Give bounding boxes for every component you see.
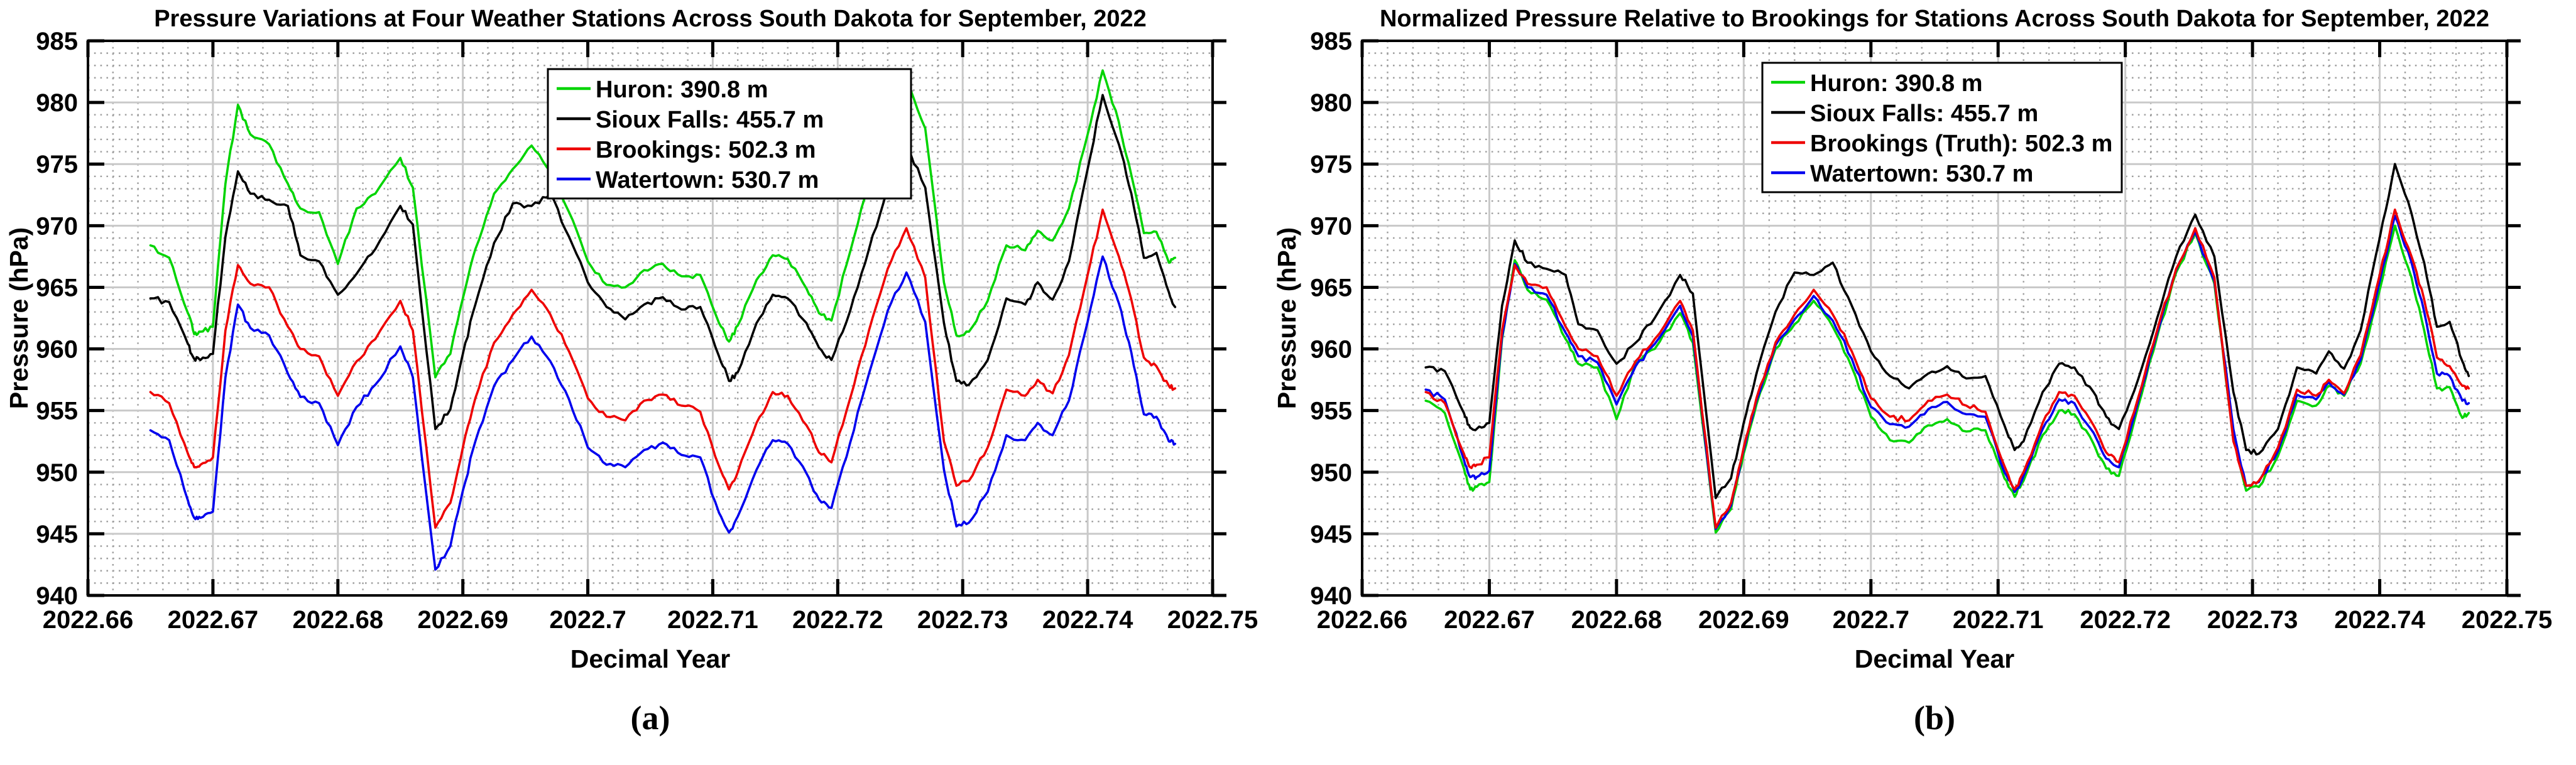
y-axis-label-b: Pressure (hPa) — [1272, 227, 1301, 409]
plot-border — [87, 40, 1214, 597]
series-line-huron — [149, 69, 1177, 379]
svg-text:2022.66: 2022.66 — [43, 606, 134, 634]
svg-text:2022.72: 2022.72 — [2080, 606, 2171, 634]
svg-text:955: 955 — [1310, 398, 1352, 425]
minor-gridlines — [88, 41, 1213, 595]
svg-text:945: 945 — [1310, 521, 1352, 548]
legend-label-brookings: Brookings (Truth): 502.3 m — [1810, 131, 2112, 157]
chart-title-b: Normalized Pressure Relative to Brooking… — [1380, 6, 2489, 32]
svg-text:940: 940 — [36, 582, 78, 610]
svg-text:950: 950 — [1310, 459, 1352, 487]
panel-b-caption: (b) — [1914, 699, 1955, 737]
x-axis-label-a: Decimal Year — [570, 644, 731, 673]
svg-text:2022.67: 2022.67 — [1444, 606, 1535, 634]
svg-text:2022.69: 2022.69 — [417, 606, 508, 634]
chart-panel-a: 2022.66 2022.67 2022.68 2022.69 2022.7 2022.7… — [4, 6, 1258, 673]
svg-text:940: 940 — [1310, 582, 1352, 610]
series-line-brookings — [1424, 209, 2470, 529]
series-line-brookings — [149, 209, 1177, 529]
legend-b: Huron: 390.8 m Sioux Falls: 455.7 m Brooki… — [1761, 62, 2123, 193]
legend-a: Huron: 390.8 m Sioux Falls: 455.7 m Brooki… — [547, 68, 912, 200]
svg-text:2022.68: 2022.68 — [292, 606, 383, 634]
legend-label-huron: Huron: 390.8 m — [596, 77, 768, 103]
svg-text:2022.71: 2022.71 — [667, 606, 758, 634]
svg-text:2022.7: 2022.7 — [1833, 606, 1909, 634]
svg-text:950: 950 — [36, 459, 78, 487]
svg-text:975: 975 — [36, 151, 78, 178]
svg-text:2022.74: 2022.74 — [2334, 606, 2425, 634]
svg-text:945: 945 — [36, 521, 78, 548]
svg-text:980: 980 — [1310, 89, 1352, 117]
data-series — [149, 69, 1177, 571]
x-axis-label-b: Decimal Year — [1855, 644, 2015, 673]
y-axis-label-a: Pressure (hPa) — [4, 227, 33, 409]
legend-box — [1761, 62, 2123, 193]
svg-text:2022.71: 2022.71 — [1953, 606, 2044, 634]
panel-a-caption: (a) — [630, 699, 670, 737]
plot-border — [1361, 40, 2508, 597]
svg-text:2022.68: 2022.68 — [1571, 606, 1662, 634]
svg-text:980: 980 — [36, 89, 78, 117]
axis-ticks — [86, 39, 1226, 597]
x-tick-labels: 2022.66 2022.67 2022.68 2022.69 2022.7 2022.7… — [43, 606, 1258, 634]
svg-text:2022.74: 2022.74 — [1042, 606, 1133, 634]
y-tick-labels: 940 945 950 955 960 965 970 975 980 985 — [36, 28, 78, 610]
svg-text:2022.73: 2022.73 — [2207, 606, 2298, 634]
svg-text:975: 975 — [1310, 151, 1352, 178]
axis-ticks — [1360, 39, 2521, 597]
svg-text:965: 965 — [36, 274, 78, 301]
svg-text:970: 970 — [1310, 212, 1352, 240]
series-line-sioux_falls — [149, 94, 1177, 430]
svg-text:2022.69: 2022.69 — [1698, 606, 1789, 634]
data-series — [1424, 163, 2470, 534]
legend-box — [547, 68, 912, 200]
svg-text:955: 955 — [36, 398, 78, 425]
y-tick-labels: 940 945 950 955 960 965 970 975 980 985 — [1310, 28, 1352, 610]
series-line-huron — [1424, 224, 2470, 534]
svg-text:960: 960 — [36, 336, 78, 364]
x-tick-labels: 2022.66 2022.67 2022.68 2022.69 2022.7 2022.7… — [1317, 606, 2553, 634]
legend-label-sioux_falls: Sioux Falls: 455.7 m — [596, 107, 824, 133]
chart-panel-b: 2022.66 2022.67 2022.68 2022.69 2022.7 2022.7… — [1272, 6, 2552, 673]
series-line-watertown — [149, 255, 1177, 571]
chart-title-a: Pressure Variations at Four Weather Stat… — [154, 6, 1147, 32]
legend-label-watertown: Watertown: 530.7 m — [596, 167, 819, 193]
svg-text:2022.67: 2022.67 — [168, 606, 259, 634]
svg-text:2022.72: 2022.72 — [792, 606, 883, 634]
major-gridlines — [88, 41, 1213, 595]
legend-label-watertown: Watertown: 530.7 m — [1810, 161, 2033, 187]
legend-label-brookings: Brookings: 502.3 m — [596, 137, 816, 163]
svg-text:965: 965 — [1310, 274, 1352, 301]
svg-text:970: 970 — [36, 212, 78, 240]
legend-label-huron: Huron: 390.8 m — [1810, 70, 1983, 97]
svg-text:2022.66: 2022.66 — [1317, 606, 1408, 634]
svg-text:2022.7: 2022.7 — [549, 606, 626, 634]
series-line-sioux_falls — [1424, 163, 2470, 499]
legend-label-sioux_falls: Sioux Falls: 455.7 m — [1810, 100, 2038, 127]
svg-text:960: 960 — [1310, 336, 1352, 364]
svg-text:985: 985 — [1310, 28, 1352, 55]
svg-text:2022.75: 2022.75 — [2462, 606, 2553, 634]
svg-text:985: 985 — [36, 28, 78, 55]
svg-text:2022.75: 2022.75 — [1167, 606, 1258, 634]
svg-text:2022.73: 2022.73 — [917, 606, 1008, 634]
